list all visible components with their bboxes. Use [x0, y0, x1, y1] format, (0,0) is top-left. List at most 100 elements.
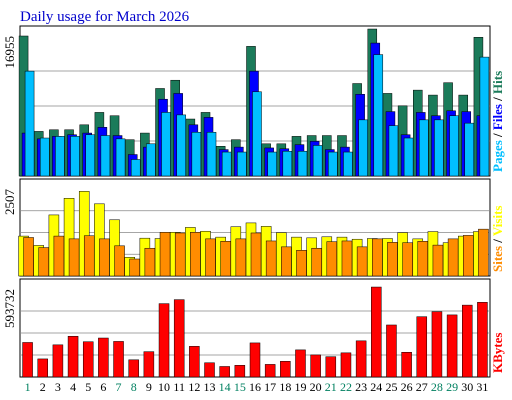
day-label-17: 17 [264, 380, 276, 394]
bar-pages-day-12 [191, 131, 202, 177]
bar-kbytes-day-11 [173, 299, 185, 378]
chart-title: Daily usage for March 2026 [20, 9, 190, 25]
day-label-19: 19 [294, 380, 306, 394]
bar-pages-day-21 [328, 151, 338, 177]
bar-pages-day-2 [39, 137, 50, 177]
bar-sites-day-9 [144, 247, 156, 277]
bar-kbytes-day-27 [416, 316, 428, 378]
day-label-5: 5 [85, 380, 91, 394]
bar-kbytes-day-14 [219, 366, 230, 378]
ymax-label: 16955 [2, 36, 17, 69]
bar-pages-day-17 [267, 151, 277, 177]
bar-sites-day-29 [447, 238, 459, 277]
day-label-8: 8 [131, 380, 137, 394]
day-label-26: 26 [401, 380, 413, 394]
bar-pages-day-29 [449, 115, 459, 177]
bar-kbytes-day-3 [52, 344, 64, 378]
bar-sites-day-3 [53, 235, 65, 277]
bar-sites-day-22 [341, 240, 353, 277]
day-label-11: 11 [173, 380, 185, 394]
legend-item: / [490, 236, 505, 246]
day-label-31: 31 [476, 380, 488, 394]
ymax-label: 593732 [2, 289, 17, 328]
bar-kbytes-day-25 [386, 324, 397, 378]
ymax-label: 2507 [2, 189, 17, 216]
day-label-14: 14 [219, 380, 231, 394]
bar-sites-day-17 [265, 240, 277, 277]
bar-pages-day-23 [358, 119, 368, 177]
day-label-13: 13 [204, 380, 216, 394]
day-label-4: 4 [70, 380, 76, 394]
day-label-25: 25 [385, 380, 397, 394]
bar-pages-day-31 [479, 56, 490, 177]
bar-pages-day-27 [419, 119, 429, 177]
day-label-28: 28 [431, 380, 443, 394]
bar-pages-day-28 [434, 119, 444, 177]
bar-pages-day-6 [100, 135, 111, 177]
bar-sites-day-13 [205, 238, 216, 277]
bar-pages-day-5 [85, 134, 95, 177]
day-label-1: 1 [25, 380, 31, 394]
bar-kbytes-day-19 [295, 349, 306, 378]
bar-kbytes-day-10 [158, 303, 170, 378]
bar-kbytes-day-23 [355, 340, 367, 378]
legend-item: Pages [490, 140, 505, 172]
bar-sites-day-16 [250, 232, 262, 277]
bar-pages-day-15 [237, 151, 247, 177]
bar-sites-day-4 [68, 238, 80, 277]
bar-pages-day-26 [403, 137, 414, 177]
bar-pages-day-7 [115, 138, 126, 177]
bar-kbytes-day-4 [67, 335, 79, 378]
bar-sites-day-26 [402, 242, 413, 277]
legend-item: / [490, 94, 505, 104]
legend-item: Visits [490, 206, 505, 237]
bar-pages-day-4 [70, 136, 80, 177]
bar-sites-day-11 [174, 232, 186, 277]
bar-sites-day-21 [326, 241, 338, 277]
bar-kbytes-day-12 [189, 346, 200, 378]
bar-kbytes-day-20 [310, 354, 321, 378]
bar-sites-day-5 [83, 235, 95, 277]
day-label-15: 15 [234, 380, 246, 394]
bar-sites-day-20 [311, 247, 322, 277]
bar-kbytes-day-30 [462, 304, 473, 378]
bar-kbytes-day-8 [128, 359, 139, 378]
bar-pages-day-3 [55, 136, 65, 177]
legend-hits-files-pages: Pages / Files / Hits [490, 71, 505, 172]
day-label-10: 10 [158, 380, 170, 394]
bar-sites-day-7 [114, 245, 125, 277]
bar-kbytes-day-7 [113, 341, 124, 378]
bar-kbytes-day-18 [280, 361, 291, 378]
bar-sites-day-1 [23, 237, 34, 277]
day-label-12: 12 [188, 380, 200, 394]
day-label-3: 3 [55, 380, 61, 394]
day-labels: 1 2 3 4 5 6 7 8 9 10 11 12 13 14 15 16 17 18 19 20 21 22 23 24 2… [25, 380, 489, 394]
bar-sites-day-12 [190, 232, 201, 277]
bar-kbytes-day-28 [431, 311, 443, 378]
legend-item: Sites [490, 246, 505, 272]
day-label-16: 16 [249, 380, 261, 394]
bar-pages-day-9 [146, 143, 156, 177]
bar-kbytes-day-9 [143, 351, 155, 378]
bar-kbytes-day-31 [477, 302, 488, 378]
bar-pages-day-11 [176, 114, 186, 177]
bar-sites-day-6 [99, 238, 110, 277]
bar-pages-day-14 [221, 151, 232, 177]
bar-kbytes-day-6 [98, 337, 109, 378]
day-label-30: 30 [461, 380, 473, 394]
bar-kbytes-day-29 [446, 314, 458, 378]
day-label-2: 2 [40, 380, 46, 394]
day-label-9: 9 [146, 380, 152, 394]
bar-sites-day-14 [220, 241, 231, 277]
day-label-23: 23 [355, 380, 367, 394]
panel-kbytes: 593732 KBytes [2, 278, 505, 378]
bar-sites-day-15 [235, 238, 247, 277]
bar-sites-day-23 [356, 246, 368, 277]
bar-kbytes-day-1 [22, 342, 33, 378]
bar-pages-day-18 [282, 150, 293, 177]
day-label-29: 29 [446, 380, 458, 394]
bar-sites-day-2 [38, 247, 49, 277]
legend-item: Files [490, 104, 505, 130]
bar-pages-day-10 [161, 112, 171, 177]
